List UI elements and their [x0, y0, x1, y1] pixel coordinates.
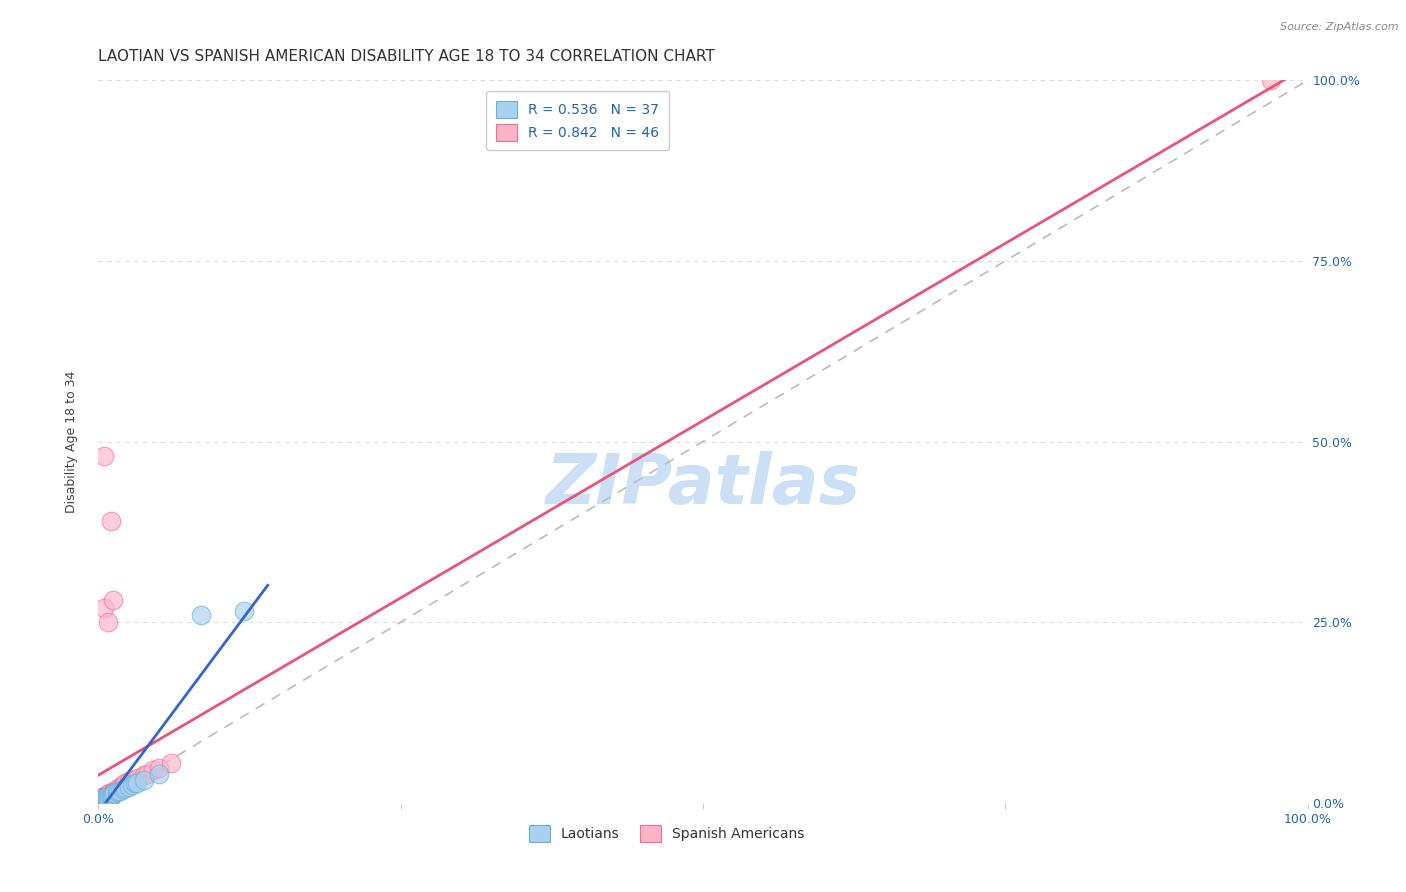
Point — [90, 795, 112, 809]
Point — [91, 791, 114, 805]
Point — [97, 615, 120, 630]
Point — [93, 794, 115, 808]
Point — [118, 774, 141, 789]
Point — [100, 790, 122, 805]
Point — [93, 793, 115, 807]
Point — [89, 795, 111, 809]
Point — [94, 790, 117, 805]
Point — [91, 790, 114, 805]
Point — [90, 791, 112, 805]
Point — [97, 791, 120, 805]
Point — [103, 784, 125, 798]
Point — [87, 796, 110, 810]
Point — [89, 792, 111, 806]
Point — [91, 794, 114, 808]
Point — [91, 790, 114, 805]
Point — [100, 788, 122, 802]
Point — [108, 780, 131, 794]
Point — [160, 756, 183, 770]
Point — [101, 593, 124, 607]
Legend: Laotians, Spanish Americans: Laotians, Spanish Americans — [520, 816, 813, 850]
Point — [93, 600, 115, 615]
Point — [94, 792, 117, 806]
Y-axis label: Disability Age 18 to 34: Disability Age 18 to 34 — [65, 370, 77, 513]
Point — [232, 604, 254, 618]
Point — [91, 794, 114, 808]
Point — [101, 787, 124, 801]
Point — [107, 781, 129, 796]
Point — [96, 793, 118, 807]
Point — [190, 607, 212, 622]
Point — [134, 772, 156, 787]
Point — [97, 787, 120, 801]
Point — [93, 791, 115, 805]
Point — [105, 782, 128, 797]
Text: LAOTIAN VS SPANISH AMERICAN DISABILITY AGE 18 TO 34 CORRELATION CHART: LAOTIAN VS SPANISH AMERICAN DISABILITY A… — [98, 49, 716, 64]
Point — [111, 782, 134, 797]
Point — [89, 794, 111, 808]
Point — [91, 794, 114, 808]
Point — [90, 794, 112, 808]
Point — [103, 786, 125, 800]
Point — [96, 790, 118, 805]
Point — [148, 761, 170, 775]
Point — [87, 794, 110, 808]
Point — [87, 796, 110, 810]
Point — [118, 780, 141, 794]
Point — [100, 788, 122, 802]
Point — [100, 514, 122, 528]
Point — [100, 786, 122, 800]
Point — [124, 776, 146, 790]
Point — [91, 793, 114, 807]
Point — [93, 790, 115, 805]
Point — [134, 768, 156, 782]
Point — [107, 784, 129, 798]
Point — [100, 789, 122, 803]
Point — [105, 785, 128, 799]
Point — [98, 786, 121, 800]
Point — [96, 791, 118, 805]
Point — [148, 767, 170, 781]
Point — [98, 790, 121, 805]
Point — [142, 764, 165, 778]
Point — [114, 781, 136, 796]
Point — [98, 789, 121, 804]
Point — [1260, 73, 1282, 87]
Point — [96, 788, 118, 802]
Point — [111, 778, 134, 792]
Point — [127, 771, 149, 785]
Point — [94, 789, 117, 803]
Point — [93, 789, 115, 804]
Point — [93, 449, 115, 463]
Point — [90, 793, 112, 807]
Point — [89, 796, 111, 810]
Point — [94, 792, 117, 806]
Point — [87, 795, 110, 809]
Point — [108, 783, 131, 797]
Point — [89, 794, 111, 808]
Point — [97, 790, 120, 805]
Point — [101, 785, 124, 799]
Point — [121, 778, 143, 792]
Point — [121, 772, 143, 787]
Text: Source: ZipAtlas.com: Source: ZipAtlas.com — [1281, 22, 1399, 32]
Point — [135, 767, 157, 781]
Point — [104, 783, 127, 797]
Text: ZIPatlas: ZIPatlas — [546, 451, 860, 518]
Point — [114, 776, 136, 790]
Point — [127, 775, 149, 789]
Point — [87, 794, 110, 808]
Point — [91, 792, 114, 806]
